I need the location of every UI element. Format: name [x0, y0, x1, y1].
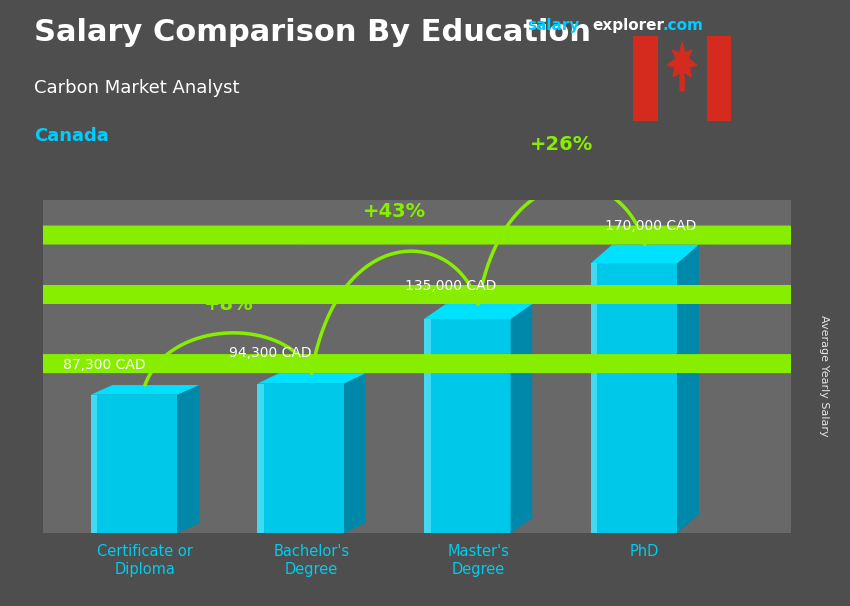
Polygon shape	[344, 373, 366, 533]
Text: 87,300 CAD: 87,300 CAD	[63, 358, 145, 372]
Text: Canada: Canada	[34, 127, 109, 145]
Polygon shape	[424, 319, 511, 533]
Polygon shape	[178, 385, 199, 533]
Polygon shape	[258, 384, 264, 533]
Text: .com: .com	[663, 18, 704, 33]
Polygon shape	[91, 395, 98, 533]
Polygon shape	[667, 42, 697, 91]
Polygon shape	[0, 225, 850, 245]
Text: 135,000 CAD: 135,000 CAD	[405, 279, 496, 293]
Polygon shape	[591, 264, 677, 533]
Polygon shape	[258, 384, 344, 533]
Bar	[706, 36, 731, 121]
Bar	[633, 36, 658, 121]
Text: Average Yearly Salary: Average Yearly Salary	[819, 315, 829, 436]
Polygon shape	[677, 245, 699, 533]
Polygon shape	[591, 245, 699, 264]
Polygon shape	[91, 395, 178, 533]
Text: +43%: +43%	[363, 202, 427, 221]
Polygon shape	[258, 373, 366, 384]
Text: +26%: +26%	[530, 135, 593, 154]
Text: 94,300 CAD: 94,300 CAD	[230, 347, 312, 361]
Text: Salary Comparison By Education: Salary Comparison By Education	[34, 18, 591, 47]
Text: Carbon Market Analyst: Carbon Market Analyst	[34, 79, 240, 97]
Polygon shape	[424, 319, 431, 533]
Polygon shape	[0, 285, 850, 304]
Text: salary: salary	[527, 18, 580, 33]
Polygon shape	[511, 304, 532, 533]
Polygon shape	[91, 385, 199, 395]
Polygon shape	[424, 304, 532, 319]
Polygon shape	[0, 354, 850, 373]
Text: explorer: explorer	[592, 18, 665, 33]
Polygon shape	[591, 264, 598, 533]
Text: 170,000 CAD: 170,000 CAD	[605, 219, 696, 233]
Text: +8%: +8%	[203, 295, 253, 315]
